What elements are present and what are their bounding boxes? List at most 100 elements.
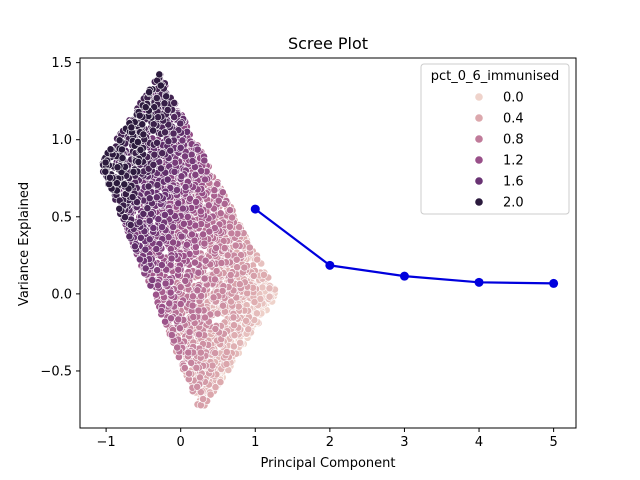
scatter-point xyxy=(181,152,189,161)
scree-point-pc2 xyxy=(325,260,335,270)
scatter-point xyxy=(153,181,162,189)
legend-label: 0.0 xyxy=(503,91,524,106)
scatter-point xyxy=(153,138,161,147)
legend-label: 0.8 xyxy=(503,133,524,148)
scatter-point xyxy=(145,216,154,225)
scatter-point xyxy=(222,360,231,368)
scatter-point xyxy=(216,378,225,386)
scatter-point xyxy=(170,99,179,107)
scatter-point xyxy=(188,301,197,310)
scatter-point xyxy=(212,243,220,252)
scatter-point xyxy=(181,182,190,191)
scatter-point xyxy=(229,342,238,351)
scatter-point xyxy=(132,198,141,206)
scatter-point xyxy=(187,230,196,239)
scatter-points xyxy=(98,70,279,410)
scatter-point xyxy=(169,238,177,247)
scatter-point xyxy=(218,286,227,295)
scatter-point xyxy=(152,245,161,253)
scatter-point xyxy=(236,338,244,347)
scatter-point xyxy=(145,235,154,244)
scatter-point xyxy=(152,94,161,102)
scatter-point xyxy=(125,232,134,241)
scree-point-pc5 xyxy=(549,278,559,288)
scatter-point xyxy=(194,306,203,315)
scatter-point xyxy=(157,261,166,269)
scatter-point xyxy=(210,275,219,284)
scatter-point xyxy=(121,213,129,222)
scatter-point xyxy=(193,382,202,391)
scatter-point xyxy=(227,297,235,306)
scatter-point xyxy=(154,281,162,290)
scatter-point xyxy=(134,157,143,166)
scatter-point xyxy=(163,175,172,184)
scatter-point xyxy=(113,163,122,172)
scatter-point xyxy=(135,218,144,227)
scatter-point xyxy=(186,194,194,203)
scatter-point xyxy=(200,156,209,165)
y-tick-label: 0.0 xyxy=(51,287,72,302)
y-tick-label: 1.5 xyxy=(51,56,72,71)
scatter-point xyxy=(201,313,209,322)
legend-marker xyxy=(475,198,483,206)
scatter-point xyxy=(178,136,187,145)
axes: −1 0 1 2 3 4 5 −0.5 0.0 0.5 1.0 1.5 xyxy=(40,56,577,450)
scree-point-pc1 xyxy=(250,204,260,214)
scatter-point xyxy=(220,244,229,252)
scree-point-pc4 xyxy=(474,277,484,287)
scatter-point xyxy=(161,317,169,326)
scatter-point xyxy=(126,220,135,229)
scatter-point xyxy=(136,145,145,154)
x-tick-label: 0 xyxy=(177,435,185,450)
scatter-point xyxy=(167,331,176,339)
scatter-point xyxy=(214,196,223,205)
scatter-point xyxy=(174,315,183,324)
scatter-point xyxy=(217,259,226,267)
scatter-point xyxy=(158,223,166,231)
scatter-point xyxy=(169,129,178,138)
scatter-point xyxy=(150,150,159,159)
scatter-point xyxy=(172,186,181,194)
scatter-point xyxy=(196,207,205,216)
scatter-point xyxy=(201,175,209,184)
scatter-point xyxy=(156,81,165,90)
scatter-point xyxy=(160,210,169,219)
scatter-point xyxy=(233,263,241,272)
scatter-point xyxy=(204,201,213,210)
scatter-point xyxy=(166,288,175,297)
scatter-point xyxy=(185,328,194,336)
scatter-point xyxy=(173,343,182,352)
scatter-point xyxy=(219,301,227,310)
legend-marker xyxy=(475,93,483,101)
scatter-point xyxy=(176,119,185,128)
scatter-point xyxy=(135,111,144,120)
scatter-point xyxy=(188,157,197,165)
scatter-point xyxy=(157,164,165,173)
scatter-point xyxy=(193,286,202,295)
scatter-point xyxy=(120,180,129,189)
scatter-point xyxy=(230,331,239,340)
scatter-point xyxy=(189,313,198,321)
x-tick-label: 5 xyxy=(549,435,557,450)
scatter-point xyxy=(199,230,207,239)
scatter-point xyxy=(176,143,185,152)
scatter-point xyxy=(118,145,126,154)
scatter-point xyxy=(141,103,150,112)
scatter-point xyxy=(167,314,175,323)
scatter-point xyxy=(252,309,261,318)
scatter-point xyxy=(218,188,227,197)
scatter-point xyxy=(170,167,179,176)
scatter-point xyxy=(231,241,240,250)
scatter-point xyxy=(174,265,183,274)
x-tick-label: 1 xyxy=(251,435,259,450)
x-axis-title: Principal Component xyxy=(260,456,395,471)
scatter-point xyxy=(200,239,209,248)
scatter-point xyxy=(229,313,238,322)
scatter-point xyxy=(181,276,190,285)
scatter-point xyxy=(106,173,114,182)
scatter-point xyxy=(143,204,152,213)
plot-frame xyxy=(79,57,577,429)
scatter-point xyxy=(193,145,202,154)
scatter-point xyxy=(148,276,157,284)
scatter-point xyxy=(200,274,209,283)
